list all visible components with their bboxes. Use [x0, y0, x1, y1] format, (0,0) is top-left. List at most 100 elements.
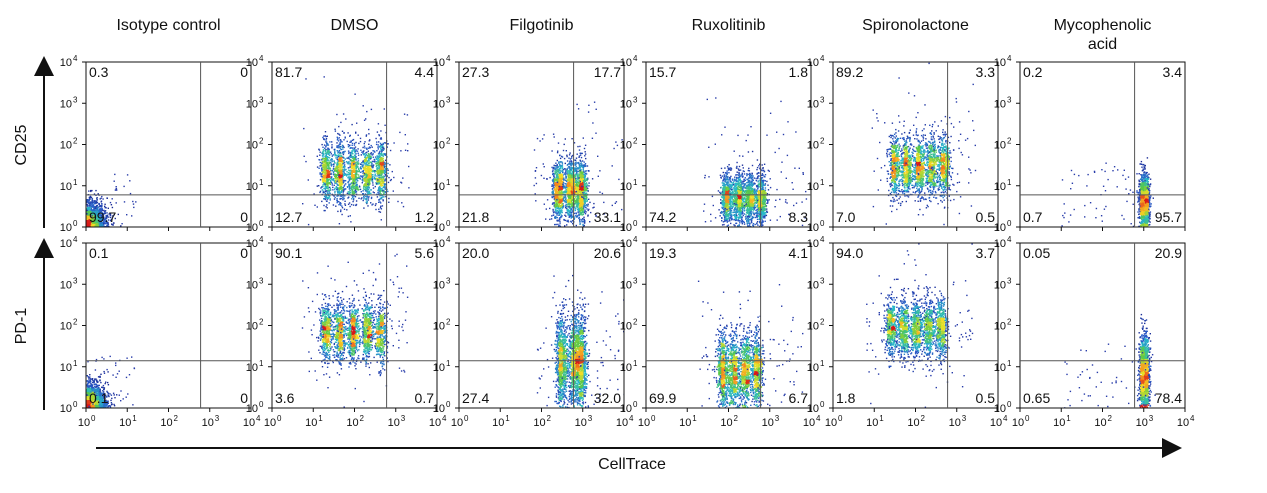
event-dot: [94, 210, 96, 213]
event-dot: [342, 152, 344, 154]
event-dot: [348, 157, 350, 160]
event-dot: [95, 214, 97, 216]
event-dot: [553, 203, 555, 205]
event-dot: [379, 197, 381, 200]
event-dot: [552, 172, 554, 175]
event-dot: [324, 156, 326, 158]
event-dot: [355, 172, 358, 175]
event-dot: [385, 165, 387, 167]
event-dot: [383, 186, 385, 188]
event-dot: [368, 196, 370, 198]
event-dot: [357, 180, 359, 182]
event-dot: [328, 191, 330, 193]
event-dot: [348, 183, 350, 185]
event-dot: [402, 205, 405, 208]
event-dot: [357, 187, 359, 190]
event-dot: [371, 162, 373, 164]
event-dot: [350, 153, 352, 155]
event-dot: [100, 225, 103, 227]
event-dot: [89, 222, 92, 225]
event-dot: [101, 206, 103, 208]
event-dot: [375, 183, 378, 185]
event-dot: [358, 176, 360, 178]
event-dot: [357, 165, 359, 168]
event-dot: [578, 163, 580, 165]
event-dot: [113, 180, 115, 182]
event-dot: [379, 159, 382, 161]
event-dot: [379, 142, 382, 145]
event-dot: [362, 153, 365, 156]
event-dot: [100, 210, 102, 212]
event-dot: [339, 182, 341, 184]
event-dot: [383, 148, 385, 150]
event-dot: [339, 142, 341, 144]
event-dot: [361, 164, 363, 166]
event-dot: [378, 199, 380, 201]
event-dot: [381, 166, 384, 168]
event-dot: [343, 190, 345, 192]
event-dot: [365, 155, 367, 157]
event-dot: [331, 146, 333, 148]
event-dot: [328, 173, 330, 176]
event-dot: [344, 180, 347, 182]
event-dot: [387, 143, 389, 145]
event-dot: [400, 182, 403, 184]
event-dot: [354, 175, 356, 177]
event-dot: [575, 165, 577, 168]
event-dot: [91, 206, 93, 208]
event-dot: [336, 195, 338, 197]
event-dot: [376, 131, 379, 133]
event-dot: [379, 146, 381, 148]
event-dot: [579, 205, 581, 207]
event-dot: [90, 218, 92, 221]
event-dot: [340, 209, 342, 211]
event-dot: [351, 174, 353, 177]
event-dot: [341, 197, 344, 199]
event-dot: [351, 162, 353, 164]
event-dot: [359, 178, 362, 180]
event-dot: [104, 203, 106, 205]
event-dot: [339, 157, 341, 159]
event-dot: [380, 144, 382, 146]
event-dot: [379, 191, 381, 193]
y-tick-label: 10: [60, 181, 72, 193]
event-dot: [355, 200, 358, 202]
event-dot: [381, 161, 383, 164]
y-tick-label: 10: [246, 98, 258, 110]
event-dot: [352, 186, 355, 188]
event-dot: [383, 184, 385, 186]
event-dot: [327, 150, 330, 153]
event-dot: [382, 175, 384, 177]
event-dot: [94, 200, 96, 202]
event-dot: [107, 207, 109, 209]
event-dot: [571, 207, 573, 209]
event-dot: [325, 160, 327, 162]
event-dot: [406, 114, 409, 116]
event-dot: [323, 138, 326, 141]
event-dot: [348, 161, 350, 163]
event-dot: [328, 154, 331, 157]
event-dot: [383, 166, 386, 168]
event-dot: [342, 170, 344, 172]
event-dot: [370, 174, 372, 176]
event-dot: [93, 201, 96, 203]
event-dot: [381, 157, 383, 159]
event-dot: [336, 150, 339, 152]
event-dot: [330, 181, 333, 184]
event-dot: [355, 141, 357, 144]
event-dot: [357, 170, 359, 173]
event-dot: [337, 181, 339, 183]
y-tick-exponent: 0: [73, 219, 78, 228]
event-dot: [324, 160, 326, 163]
event-dot: [88, 218, 90, 220]
event-dot: [349, 154, 351, 157]
event-dot: [378, 151, 381, 154]
event-dot: [325, 176, 328, 178]
event-dot: [87, 212, 89, 214]
event-dot: [380, 165, 382, 167]
event-dot: [340, 157, 342, 160]
event-dot: [573, 212, 576, 215]
event-dot: [353, 162, 355, 164]
event-dot: [340, 172, 342, 174]
event-dot: [336, 157, 339, 159]
